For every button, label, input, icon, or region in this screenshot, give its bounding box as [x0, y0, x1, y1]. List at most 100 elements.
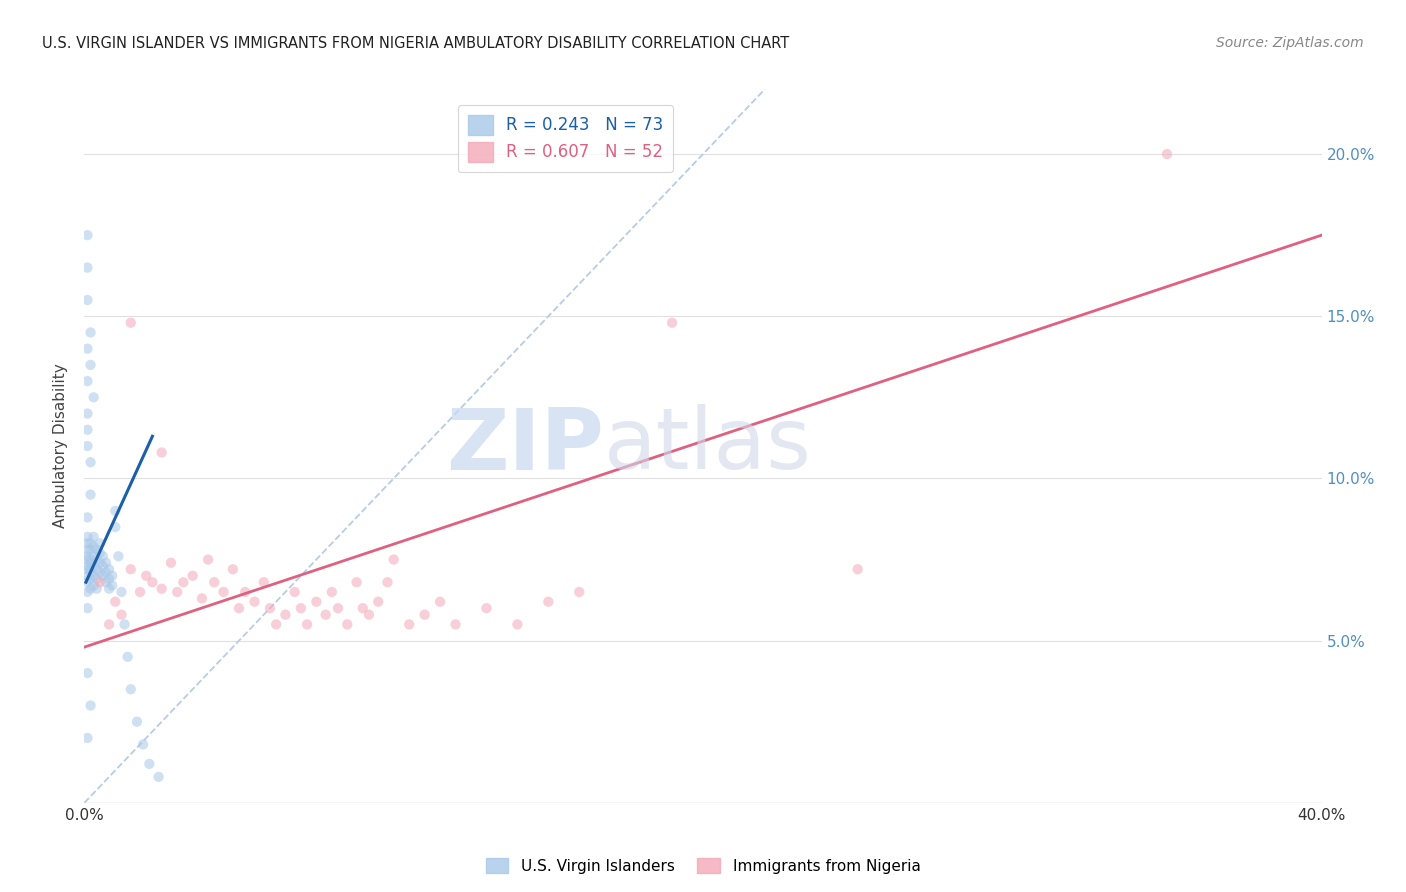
Legend: U.S. Virgin Islanders, Immigrants from Nigeria: U.S. Virgin Islanders, Immigrants from N…	[479, 852, 927, 880]
Point	[377, 575, 399, 590]
Point	[233, 585, 256, 599]
Point	[79, 536, 101, 550]
Point	[336, 617, 359, 632]
Point	[83, 549, 105, 564]
Text: U.S. VIRGIN ISLANDER VS IMMIGRANTS FROM NIGERIA AMBULATORY DISABILITY CORRELATIO: U.S. VIRGIN ISLANDER VS IMMIGRANTS FROM …	[42, 36, 789, 51]
Point	[228, 601, 250, 615]
Point	[76, 575, 98, 590]
Point	[76, 585, 98, 599]
Point	[83, 540, 105, 554]
Point	[568, 585, 591, 599]
Point	[101, 578, 124, 592]
Point	[76, 228, 98, 243]
Point	[101, 568, 124, 582]
Point	[98, 562, 121, 576]
Point	[76, 568, 98, 582]
Point	[94, 575, 117, 590]
Point	[79, 556, 101, 570]
Point	[76, 407, 98, 421]
Point	[191, 591, 214, 606]
Point	[76, 562, 98, 576]
Point	[125, 714, 148, 729]
Point	[76, 530, 98, 544]
Point	[89, 546, 111, 560]
Text: ZIP: ZIP	[446, 404, 605, 488]
Point	[321, 585, 343, 599]
Point	[76, 601, 98, 615]
Point	[537, 595, 560, 609]
Point	[79, 562, 101, 576]
Point	[86, 552, 108, 566]
Point	[76, 423, 98, 437]
Point	[129, 585, 152, 599]
Point	[197, 552, 219, 566]
Point	[76, 342, 98, 356]
Y-axis label: Ambulatory Disability: Ambulatory Disability	[53, 364, 69, 528]
Point	[86, 562, 108, 576]
Point	[284, 585, 307, 599]
Point	[120, 316, 142, 330]
Point	[76, 559, 98, 574]
Point	[202, 575, 225, 590]
Point	[79, 488, 101, 502]
Point	[94, 556, 117, 570]
Point	[76, 293, 98, 307]
Point	[94, 566, 117, 580]
Point	[253, 575, 276, 590]
Point	[475, 601, 498, 615]
Point	[83, 559, 105, 574]
Point	[76, 536, 98, 550]
Point	[91, 559, 114, 574]
Point	[160, 556, 183, 570]
Point	[120, 682, 142, 697]
Point	[86, 572, 108, 586]
Point	[83, 568, 105, 582]
Point	[444, 617, 467, 632]
Point	[141, 575, 163, 590]
Point	[89, 575, 111, 590]
Point	[98, 617, 121, 632]
Text: atlas: atlas	[605, 404, 813, 488]
Point	[346, 575, 368, 590]
Point	[79, 455, 101, 469]
Point	[367, 595, 389, 609]
Point	[222, 562, 245, 576]
Point	[212, 585, 235, 599]
Point	[274, 607, 297, 622]
Point	[76, 731, 98, 745]
Point	[110, 585, 132, 599]
Point	[83, 530, 105, 544]
Point	[89, 566, 111, 580]
Point	[352, 601, 374, 615]
Point	[76, 374, 98, 388]
Point	[413, 607, 436, 622]
Point	[172, 575, 194, 590]
Point	[135, 568, 157, 582]
Point	[76, 439, 98, 453]
Point	[86, 542, 108, 557]
Point	[661, 316, 683, 330]
Point	[120, 562, 142, 576]
Point	[79, 542, 101, 557]
Point	[76, 549, 98, 564]
Point	[107, 549, 129, 564]
Point	[148, 770, 170, 784]
Point	[110, 607, 132, 622]
Point	[382, 552, 405, 566]
Point	[315, 607, 337, 622]
Point	[846, 562, 869, 576]
Point	[326, 601, 349, 615]
Point	[264, 617, 287, 632]
Point	[357, 607, 380, 622]
Point	[76, 542, 98, 557]
Point	[150, 582, 173, 596]
Point	[506, 617, 529, 632]
Point	[166, 585, 188, 599]
Point	[429, 595, 451, 609]
Point	[79, 358, 101, 372]
Point	[114, 617, 136, 632]
Point	[79, 566, 101, 580]
Point	[98, 582, 121, 596]
Point	[83, 390, 105, 404]
Point	[290, 601, 312, 615]
